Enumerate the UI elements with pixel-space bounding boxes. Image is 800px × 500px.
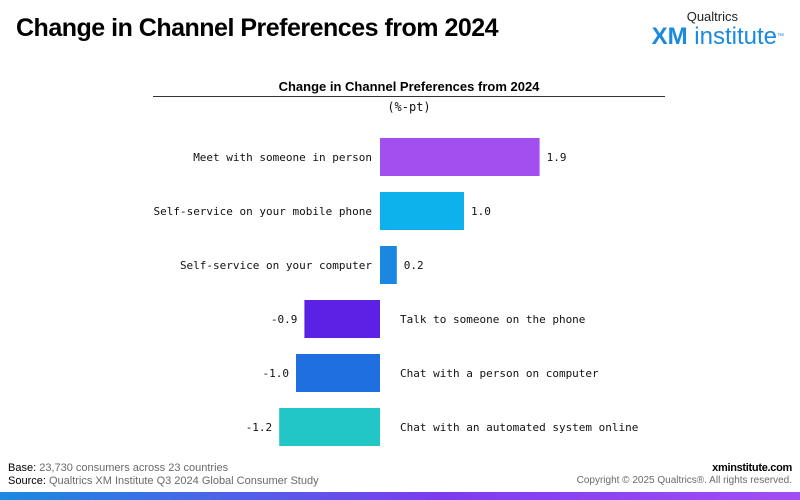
bar-1 <box>380 138 540 176</box>
category-label-2: Self-service on your mobile phone <box>153 205 372 218</box>
chart-title: Change in Channel Preferences from 2024 <box>278 79 540 94</box>
category-label-5: Chat with a person on computer <box>400 367 599 380</box>
footer-source-value: Qualtrics XM Institute Q3 2024 Global Co… <box>45 475 319 487</box>
footer-source: Source: Qualtrics XM Institute Q3 2024 G… <box>8 475 319 487</box>
logo-trademark: ™ <box>777 33 784 40</box>
category-label-6: Chat with an automated system online <box>400 421 638 434</box>
bar-6 <box>279 408 380 446</box>
value-label-2: 1.0 <box>471 205 491 218</box>
footer-copyright: Copyright © 2025 Qualtrics®. All rights … <box>576 475 792 486</box>
value-label-5: -1.0 <box>263 367 290 380</box>
bar-5 <box>296 354 380 392</box>
category-label-3: Self-service on your computer <box>180 259 372 272</box>
logo-qualtrics-text: Qualtrics <box>686 9 738 24</box>
chart-subtitle: (%-pt) <box>387 100 431 114</box>
value-label-4: -0.9 <box>271 313 298 326</box>
value-label-6: -1.2 <box>246 421 273 434</box>
value-label-1: 1.9 <box>547 151 567 164</box>
xm-institute-logo: Qualtrics XM institute™ <box>652 10 784 50</box>
bar-4 <box>304 300 380 338</box>
footer-site-link[interactable]: xminstitute.com <box>712 462 792 474</box>
category-label-1: Meet with someone in person <box>193 151 372 164</box>
chart-title-divider <box>153 96 665 97</box>
footer-base: Base: 23,730 consumers across 23 countri… <box>8 462 228 474</box>
footer-source-label: Source: <box>8 475 46 487</box>
page-title: Change in Channel Preferences from 2024 <box>16 14 499 42</box>
value-label-3: 0.2 <box>404 259 424 272</box>
bottom-gradient-strip <box>0 492 800 500</box>
logo-xm: XM <box>651 23 688 50</box>
category-label-4: Talk to someone on the phone <box>400 313 585 326</box>
footer-base-label: Base: <box>8 462 37 474</box>
footer-base-value: 23,730 consumers across 23 countries <box>36 462 229 474</box>
bar-3 <box>380 246 397 284</box>
bar-2 <box>380 192 464 230</box>
logo-institute: institute <box>687 23 777 50</box>
logo-xm-institute-text: XM institute™ <box>652 24 784 50</box>
